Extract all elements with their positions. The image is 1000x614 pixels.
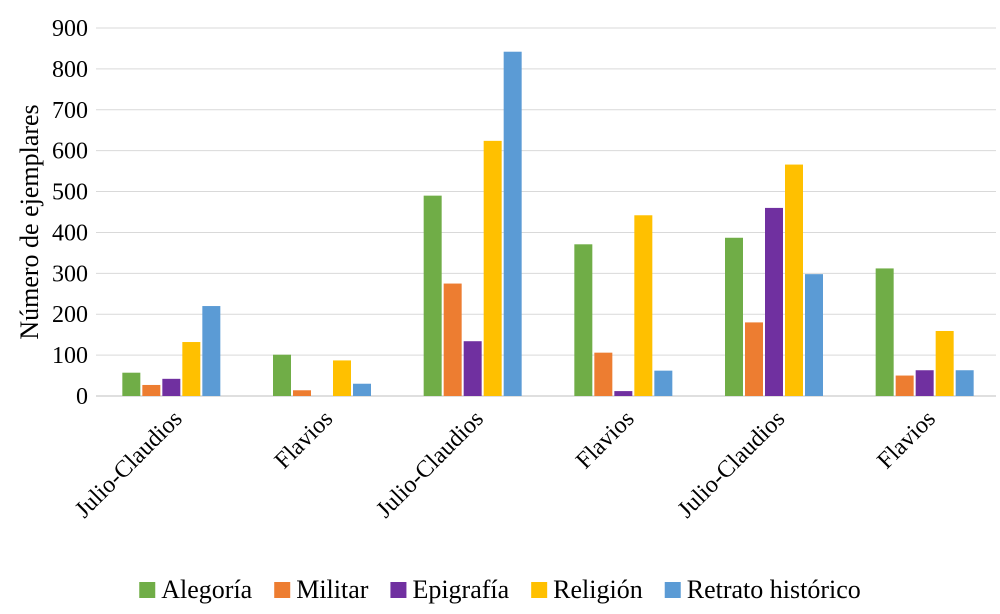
bar — [614, 391, 633, 396]
legend: Alegoría Militar Epigrafía Religión Retrato … — [139, 575, 861, 604]
bar — [423, 195, 442, 396]
legend-item: Religión — [531, 575, 643, 604]
legend-label: Epigrafía — [412, 575, 509, 604]
bar — [293, 390, 311, 396]
y-axis-title: Número de ejemplares — [15, 104, 44, 339]
bar — [725, 237, 743, 396]
x-tick-label: Flavios — [571, 406, 639, 474]
y-axis-ticks: 0 100 200 300 400 500 600 700 800 900 — [52, 16, 88, 410]
bar — [483, 140, 502, 396]
bar — [594, 352, 613, 396]
bar — [785, 164, 803, 396]
x-tick-label: Julio-Claudios — [372, 406, 489, 523]
y-tick-label: 0 — [76, 384, 88, 410]
legend-swatch — [274, 582, 291, 598]
legend-swatch — [139, 582, 156, 598]
legend-swatch — [664, 582, 681, 598]
y-tick-label: 700 — [52, 98, 88, 124]
bar — [745, 322, 763, 396]
bar — [142, 384, 161, 396]
legend-item: Militar — [274, 575, 369, 604]
x-tick-label: Flavios — [270, 406, 338, 474]
bar — [162, 378, 181, 396]
legend-label: Religión — [553, 575, 643, 604]
y-tick-label: 600 — [52, 139, 88, 165]
bar — [875, 268, 894, 396]
bar — [202, 306, 221, 396]
legend-item: Alegoría — [139, 575, 253, 604]
bar — [935, 330, 954, 396]
y-tick-label: 100 — [52, 343, 88, 369]
y-tick-label: 400 — [52, 220, 88, 246]
y-tick-label: 800 — [52, 57, 88, 83]
bar — [895, 375, 914, 396]
y-tick-label: 200 — [52, 302, 88, 328]
bar — [463, 341, 482, 396]
legend-swatch — [390, 582, 407, 598]
legend-label: Militar — [296, 575, 369, 604]
bar — [765, 207, 783, 396]
legend-swatch — [531, 582, 548, 598]
x-tick-label: Julio-Claudios — [70, 406, 187, 523]
y-tick-label: 300 — [52, 261, 88, 287]
bar — [915, 370, 934, 396]
bar — [634, 215, 653, 396]
y-tick-label: 500 — [52, 180, 88, 206]
bar — [443, 283, 462, 396]
legend-item: Retrato histórico — [664, 575, 861, 604]
bar — [353, 383, 371, 396]
x-tick-label: Julio-Claudios — [673, 406, 790, 523]
y-tick-label: 900 — [52, 16, 88, 42]
bar — [805, 274, 823, 396]
bar — [574, 244, 593, 396]
bar — [955, 370, 974, 396]
bar — [182, 342, 201, 396]
legend-label: Retrato histórico — [687, 575, 861, 604]
gridlines — [96, 27, 996, 397]
x-axis-ticks: Julio-Claudios Flavios Julio-Claudios Flavi… — [70, 406, 941, 523]
bar — [122, 372, 141, 396]
bar — [503, 51, 522, 397]
legend-item: Epigrafía — [390, 575, 510, 604]
x-tick-label: Flavios — [873, 406, 941, 474]
legend-label: Alegoría — [161, 575, 252, 604]
bar — [333, 360, 351, 396]
bar — [654, 370, 673, 396]
bar — [273, 354, 291, 396]
bars — [122, 51, 974, 397]
